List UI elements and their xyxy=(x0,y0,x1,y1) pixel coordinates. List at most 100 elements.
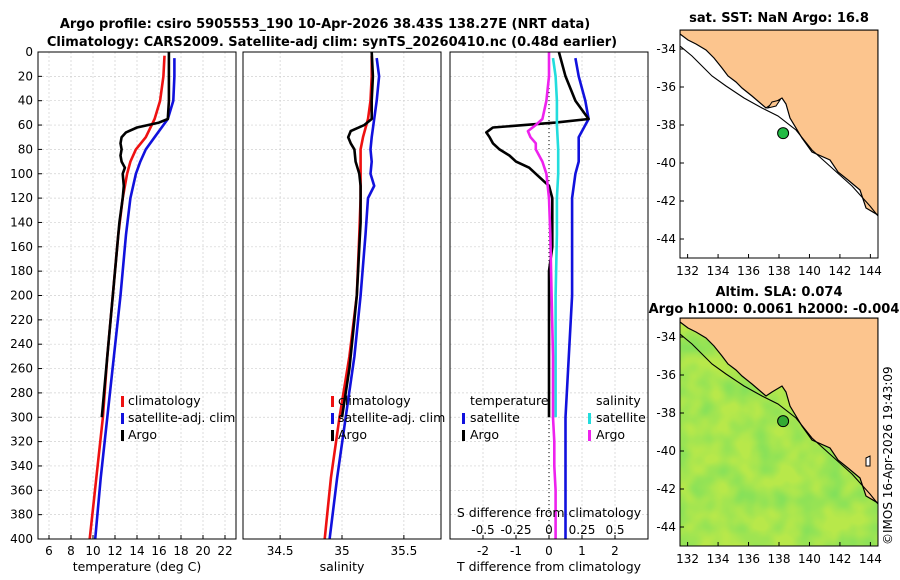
t-series-argo xyxy=(100,52,171,418)
legend-label-satellite: satellite-adj. clim xyxy=(128,410,235,425)
map-sst-lat-label: -36 xyxy=(656,80,676,94)
t-xtick-label: 20 xyxy=(195,544,210,558)
sst-map-island xyxy=(766,99,782,109)
legend-label-argo: Argo xyxy=(338,427,367,442)
difference-panel: -2 -1 0 1 2 -0.5 -0.25 0 0.25 0.5 S difference f… xyxy=(449,51,649,574)
s-series-climatology xyxy=(323,55,374,540)
legend-label-satellite: satellite-adj. clim xyxy=(338,410,445,425)
depth-tick-label: 80 xyxy=(18,142,33,156)
sst-map: sat. SST: NaN Argo: 16.8 132 134 136 138 140… xyxy=(656,11,881,278)
legend-label-argo: Argo xyxy=(128,427,157,442)
map-sla-lat-label: -40 xyxy=(656,444,676,458)
depth-tick-label: 0 xyxy=(25,45,33,59)
sla-map-shelf-contour xyxy=(680,333,878,505)
s-diff-tick-label: 0 xyxy=(545,523,553,537)
legend-swatch-t-argo xyxy=(462,430,465,441)
legend-label-s-satellite: satellite xyxy=(596,410,646,425)
s-xtick-label: 34.5 xyxy=(267,544,294,558)
depth-tick-label: 260 xyxy=(10,362,33,376)
depth-tick-label: 180 xyxy=(10,264,33,278)
map-sst-lat-label: -38 xyxy=(656,118,676,132)
d-series-t-satellite xyxy=(564,57,590,539)
s-diff-tick-label: -0.25 xyxy=(500,523,531,537)
legend-swatch-argo xyxy=(121,430,124,441)
map-sla-lat-label: -38 xyxy=(656,406,676,420)
depth-tick-label: 300 xyxy=(10,410,33,424)
legend-label-t-argo: Argo xyxy=(470,427,499,442)
depth-tick-label: 380 xyxy=(10,508,33,522)
s-series-satellite-adj-clim xyxy=(328,57,381,540)
map-sla-lat-label: -42 xyxy=(656,482,676,496)
s-difference-xlabel: S difference from climatology xyxy=(457,505,642,520)
map-sst-lat-label: -42 xyxy=(656,194,676,208)
t-xtick-label: 12 xyxy=(107,544,122,558)
s-diff-tick-label: 0.5 xyxy=(605,523,624,537)
map-sla-lon-label: 138 xyxy=(768,552,791,566)
depth-tick-label: 40 xyxy=(18,94,33,108)
depth-tick-label: 100 xyxy=(10,167,33,181)
s-xtick-label: 35.5 xyxy=(391,544,418,558)
depth-tick-label: 320 xyxy=(10,435,33,449)
d-xtick-label: -2 xyxy=(477,544,489,558)
sla-map: Altim. SLA: 0.074 Argo h1000: 0.0061 h20… xyxy=(649,285,900,566)
depth-tick-label: 20 xyxy=(18,69,33,83)
legend-label-climatology: climatology xyxy=(338,393,411,408)
difference-legend: temperature satellite Argo salinity sate… xyxy=(462,393,646,442)
map-sst-lon-label: 138 xyxy=(768,264,791,278)
legend-label-climatology: climatology xyxy=(128,393,201,408)
legend-swatch-climatology xyxy=(331,396,334,407)
title-line2: Climatology: CARS2009. Satellite-adj cli… xyxy=(47,35,617,50)
legend-swatch-satellite xyxy=(331,413,334,424)
map-sst-lat-label: -44 xyxy=(656,232,676,246)
legend-title-temperature: temperature xyxy=(470,393,549,408)
legend-swatch-t-satellite xyxy=(462,413,465,424)
legend-swatch-climatology xyxy=(121,396,124,407)
imos-timestamp: ©IMOS 16-Apr-2026 19:43:09 xyxy=(881,366,895,545)
t-xtick-label: 22 xyxy=(217,544,232,558)
t-difference-xlabel: T difference from climatology xyxy=(456,559,642,574)
d-xtick-label: 2 xyxy=(611,544,619,558)
map-sst-lon-label: 134 xyxy=(707,264,730,278)
t-xtick-label: 16 xyxy=(151,544,166,558)
map-sst-lon-label: 140 xyxy=(798,264,821,278)
map-sla-lon-label: 134 xyxy=(707,552,730,566)
depth-tick-label: 220 xyxy=(10,313,33,327)
s-xtick-label: 35 xyxy=(334,544,349,558)
map-sst-lat-label: -34 xyxy=(656,42,676,56)
salinity-panel: 34.5 35 35.5 salinity climatology satellit… xyxy=(242,51,445,574)
map-sla-lon-label: 144 xyxy=(859,552,882,566)
depth-tick-label: 120 xyxy=(10,191,33,205)
t-xtick-label: 14 xyxy=(129,544,144,558)
map-sst-lon-label: 144 xyxy=(859,264,882,278)
salinity-legend: climatology satellite-adj. clim Argo xyxy=(331,393,445,442)
legend-title-salinity: salinity xyxy=(596,393,641,408)
sla-map-island xyxy=(865,455,871,467)
legend-swatch-satellite xyxy=(121,413,124,424)
map-sla-lon-label: 142 xyxy=(828,552,851,566)
d-xtick-label: 0 xyxy=(545,544,553,558)
temperature-xlabel: temperature (deg C) xyxy=(73,559,202,574)
d-xtick-label: 1 xyxy=(578,544,586,558)
map-sst-lon-label: 136 xyxy=(737,264,760,278)
legend-label-s-argo: Argo xyxy=(596,427,625,442)
map-sst-lon-label: 132 xyxy=(676,264,699,278)
depth-tick-label: 200 xyxy=(10,289,33,303)
sla-map-title-line1: Altim. SLA: 0.074 xyxy=(716,285,843,300)
legend-swatch-s-satellite xyxy=(588,413,591,424)
map-sst-lon-label: 142 xyxy=(828,264,851,278)
temperature-legend: climatology satellite-adj. clim Argo xyxy=(121,393,235,442)
d-xtick-label: -1 xyxy=(510,544,522,558)
map-sla-lon-label: 136 xyxy=(737,552,760,566)
depth-tick-label: 280 xyxy=(10,386,33,400)
sla-map-title-line2: Argo h1000: 0.0061 h2000: -0.004 xyxy=(649,302,900,317)
sla-map-land xyxy=(680,318,878,504)
sla-map-argo-position xyxy=(777,415,790,428)
depth-tick-label: 400 xyxy=(10,532,33,546)
t-series-satellite-adj-clim xyxy=(93,58,176,540)
sst-map-argo-position xyxy=(777,127,790,140)
map-sla-lon-label: 132 xyxy=(676,552,699,566)
salinity-xlabel: salinity xyxy=(320,559,365,574)
depth-tick-label: 240 xyxy=(10,337,33,351)
legend-swatch-argo xyxy=(331,430,334,441)
